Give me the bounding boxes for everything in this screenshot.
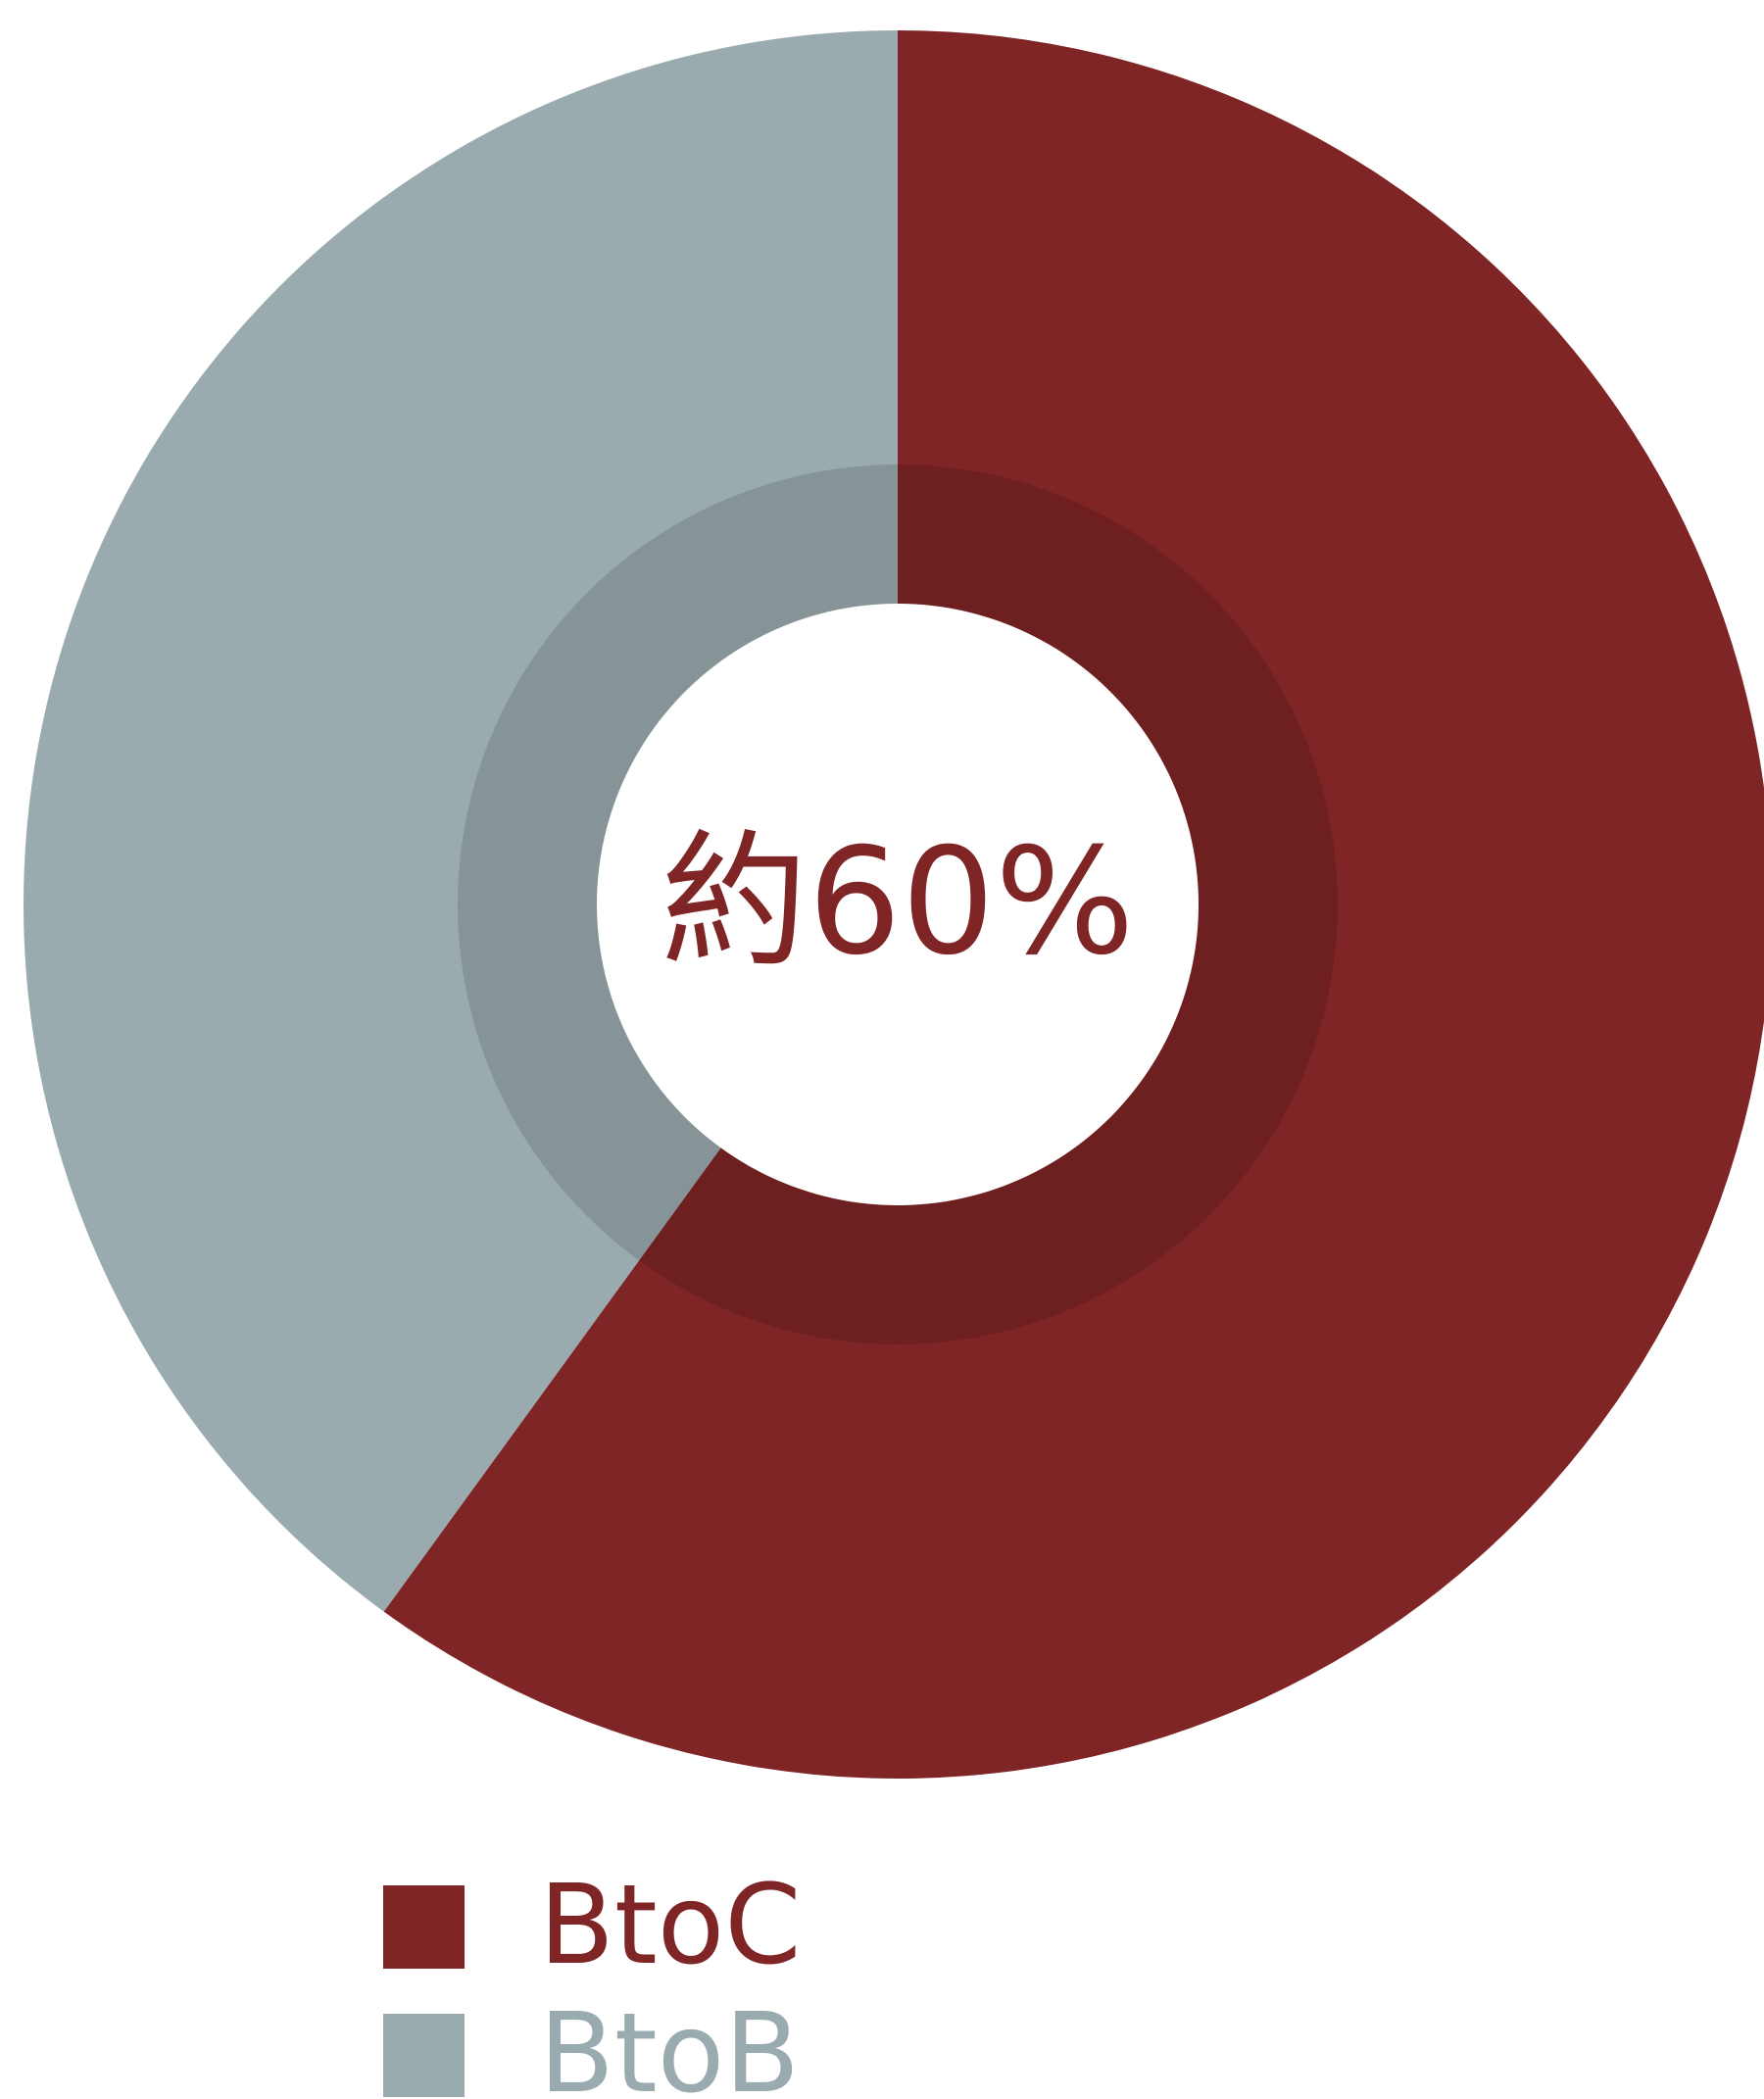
- donut-slice: [23, 29, 899, 1612]
- legend-swatch: [383, 2014, 465, 2097]
- legend-label: BtoB: [539, 1990, 800, 2099]
- donut-slice: [383, 30, 1764, 1779]
- legend-swatch: [383, 1885, 465, 1969]
- legend-label: BtoC: [539, 1862, 801, 1989]
- inner-band: [457, 464, 1338, 1345]
- center-label: 約60%: [661, 817, 1134, 988]
